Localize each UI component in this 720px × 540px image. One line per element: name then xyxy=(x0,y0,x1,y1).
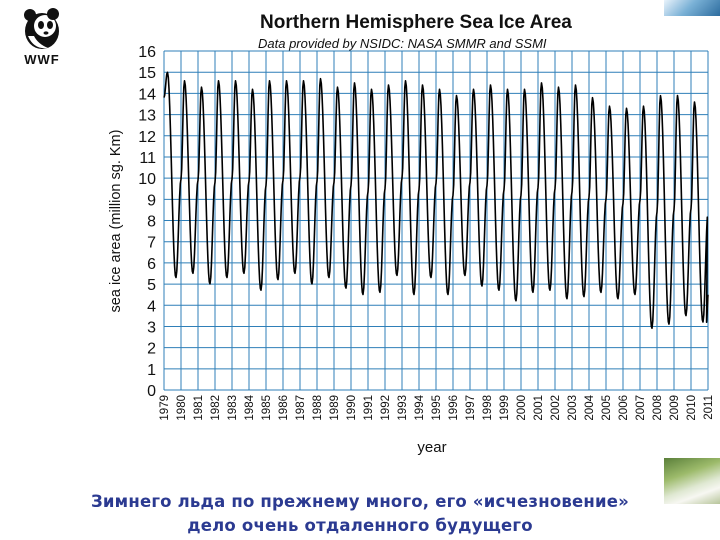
x-tick-label: 2010 xyxy=(686,395,698,421)
x-tick-label: 2001 xyxy=(533,395,545,421)
x-tick-label: 1985 xyxy=(261,395,273,421)
x-tick-label: 2005 xyxy=(601,395,613,421)
chart-grid xyxy=(163,50,709,391)
x-tick-label: 1980 xyxy=(176,395,188,421)
y-tick-label: 14 xyxy=(138,86,156,103)
panda-icon xyxy=(24,8,59,49)
x-tick-label: 1992 xyxy=(380,395,392,421)
x-tick-label: 1994 xyxy=(414,394,426,420)
chart-title: Northern Hemisphere Sea Ice Area xyxy=(260,12,572,33)
x-tick-label: 2003 xyxy=(567,395,579,421)
y-tick-label: 0 xyxy=(147,383,156,400)
x-tick-label: 2002 xyxy=(550,395,562,421)
x-tick-label: 2008 xyxy=(652,395,664,421)
x-tick-label: 1989 xyxy=(329,395,341,421)
y-tick-label: 1 xyxy=(147,362,156,379)
x-tick-label: 2011 xyxy=(703,395,715,420)
y-tick-label: 10 xyxy=(138,171,156,188)
logo-text: WWF xyxy=(24,52,60,67)
y-tick-label: 9 xyxy=(147,192,156,209)
x-tick-label: 1987 xyxy=(295,395,307,421)
x-tick-label: 2007 xyxy=(635,395,647,421)
x-axis-ticks: 1979 1980 1981 1982 1983 1984 1985 1986 1987 1988… xyxy=(159,394,715,420)
x-tick-label: 2006 xyxy=(618,395,630,421)
caption-line-2: дело очень отдаленного будущего xyxy=(187,516,533,535)
x-axis-label: year xyxy=(417,439,446,456)
y-axis-label: sea ice area (million sg. Km) xyxy=(108,130,124,313)
y-tick-label: 8 xyxy=(147,214,156,231)
x-tick-label: 1988 xyxy=(312,395,324,421)
x-tick-label: 1982 xyxy=(210,395,222,421)
x-tick-label: 1999 xyxy=(499,395,511,421)
y-tick-label: 16 xyxy=(138,44,156,61)
chart-subtitle: Data provided by NSIDC: NASA SMMR and SS… xyxy=(258,36,547,51)
x-tick-label: 1981 xyxy=(193,395,205,421)
x-tick-label: 1979 xyxy=(159,395,171,421)
x-tick-label: 1995 xyxy=(431,395,443,421)
x-tick-label: 2000 xyxy=(516,395,528,421)
x-tick-label: 1984 xyxy=(244,394,256,420)
y-tick-label: 3 xyxy=(147,319,156,336)
y-tick-label: 15 xyxy=(138,65,156,82)
y-tick-label: 12 xyxy=(138,129,156,146)
x-tick-label: 1997 xyxy=(465,395,477,421)
x-tick-label: 1993 xyxy=(397,395,409,421)
series-layer xyxy=(163,71,709,330)
corner-decoration-bottom xyxy=(664,458,720,504)
x-tick-label: 2009 xyxy=(669,395,681,421)
x-tick-label: 1986 xyxy=(278,395,290,421)
x-tick-label: 1998 xyxy=(482,395,494,421)
y-tick-label: 7 xyxy=(147,235,156,252)
wwf-logo: WWF xyxy=(18,6,66,76)
y-tick-label: 6 xyxy=(147,256,156,273)
sea-ice-area-line xyxy=(163,71,709,330)
y-tick-label: 13 xyxy=(138,108,156,125)
y-tick-label: 4 xyxy=(147,298,156,315)
y-tick-label: 11 xyxy=(139,150,156,167)
x-tick-label: 1990 xyxy=(346,395,358,421)
caption: Зимнего льда по прежнему много, его «исч… xyxy=(0,490,720,538)
y-tick-label: 5 xyxy=(147,277,156,294)
corner-decoration-top xyxy=(664,0,720,16)
x-tick-label: 1983 xyxy=(227,395,239,421)
y-tick-label: 2 xyxy=(147,341,156,358)
caption-line-1: Зимнего льда по прежнему много, его «исч… xyxy=(90,492,630,511)
x-tick-label: 2004 xyxy=(584,394,596,420)
x-tick-label: 1991 xyxy=(363,395,375,421)
x-tick-label: 1996 xyxy=(448,395,460,421)
